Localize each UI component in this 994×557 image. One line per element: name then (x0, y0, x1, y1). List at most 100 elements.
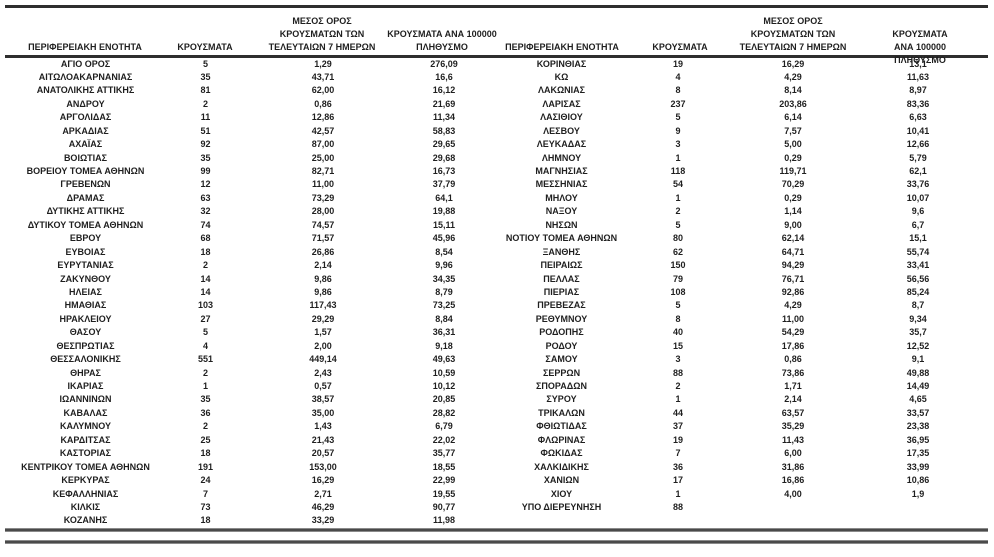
avg-7day-cell: 7,57 (784, 125, 802, 136)
table-row: ΕΒΡΟΥ 68 71,57 45,96 (8, 232, 490, 245)
region-cell: ΑΡΚΑΔΙΑΣ (62, 125, 109, 136)
region-cell: ΝΗΣΩΝ (545, 219, 578, 230)
table-row: ΠΕΛΛΑΣ 79 76,71 56,56 (503, 273, 986, 286)
avg-7day-cell: 9,86 (314, 273, 332, 284)
region-cell: ΛΑΡΙΣΑΣ (542, 98, 581, 109)
region-cell: ΕΥΡΥΤΑΝΙΑΣ (57, 260, 114, 271)
table-row: ΧΑΝΙΩΝ 17 16,86 10,86 (503, 474, 986, 487)
per-100k-cell: 33,41 (906, 260, 930, 271)
avg-7day-cell: 203,86 (779, 98, 807, 109)
avg-7day-cell: 5,00 (784, 139, 802, 150)
cases-cell: 19 (672, 58, 683, 69)
avg-7day-cell: 11,00 (781, 313, 805, 324)
avg-7day-cell: 8,14 (784, 85, 802, 96)
region-cell: ΣΑΜΟΥ (545, 354, 578, 365)
per-100k-cell: 11,63 (906, 71, 930, 82)
table-row: ΙΚΑΡΙΑΣ 1 0,57 10,12 (8, 380, 490, 393)
per-100k-cell: 34,35 (432, 273, 456, 284)
right-header-per-100k: ΚΡΟΥΣΜΑΤΑ ΑΝΑ 100000 ΠΛΗΘΥΣΜΟ (892, 29, 948, 65)
cases-cell: 40 (672, 327, 683, 338)
table-row: ΕΥΡΥΤΑΝΙΑΣ 2 2,14 9,96 (8, 259, 490, 272)
per-100k-cell: 16,12 (432, 85, 456, 96)
avg-7day-cell: 17,86 (781, 340, 805, 351)
avg-7day-cell: 76,71 (781, 273, 805, 284)
region-cell: ΛΗΜΝΟΥ (541, 152, 582, 163)
avg-7day-cell: 153,00 (309, 461, 337, 472)
per-100k-cell: 9,96 (435, 260, 453, 271)
avg-7day-cell: 0,57 (314, 381, 332, 391)
cases-cell: 7 (202, 488, 208, 499)
per-100k-cell: 73,25 (432, 300, 456, 311)
table-row: ΛΕΣΒΟΥ 9 7,57 10,41 (503, 125, 986, 138)
top-rule (5, 5, 988, 8)
cases-cell: 2 (202, 367, 208, 378)
region-cell: ΚΕΝΤΡΙΚΟΥ ΤΟΜΕΑ ΑΘΗΝΩΝ (21, 461, 150, 472)
cases-cell: 12 (200, 179, 211, 190)
per-100k-cell: 22,99 (432, 475, 456, 486)
per-100k-cell: 49,63 (432, 354, 456, 365)
per-100k-cell: 9,1 (911, 354, 925, 365)
cases-cell: 1 (675, 152, 681, 163)
region-cell: ΔΥΤΙΚΟΥ ΤΟΜΕΑ ΑΘΗΝΩΝ (27, 219, 144, 230)
region-cell: ΚΙΛΚΙΣ (70, 501, 101, 512)
per-100k-cell: 58,83 (432, 125, 456, 136)
region-cell: ΣΥΡΟΥ (546, 394, 577, 405)
right-header-region: ΠΕΡΙΦΕΡΕΙΑΚΗ ΕΝΟΤΗΤΑ (505, 42, 619, 52)
avg-7day-cell: 6,14 (784, 112, 802, 123)
region-cell: ΚΑΡΔΙΤΣΑΣ (60, 434, 111, 445)
per-100k-cell: 37,79 (432, 179, 456, 190)
avg-7day-cell: 1,57 (314, 327, 332, 338)
avg-7day-cell: 46,29 (311, 501, 335, 512)
table-row: ΚΑΒΑΛΑΣ 36 35,00 28,82 (8, 407, 490, 420)
per-100k-cell: 6,79 (435, 421, 453, 432)
region-cell: ΙΩΑΝΝΙΝΩΝ (59, 394, 112, 405)
cases-cell: 27 (200, 313, 211, 324)
table-row: ΝΑΞΟΥ 2 1,14 9,6 (503, 205, 986, 218)
avg-7day-cell: 0,29 (784, 192, 802, 203)
region-cell: ΑΙΤΩΛΟΑΚΑΡΝΑΝΙΑΣ (38, 71, 133, 82)
per-100k-cell: 64,1 (435, 192, 453, 203)
region-cell: ΘΑΣΟΥ (69, 327, 102, 338)
per-100k-cell: 16,6 (435, 71, 453, 82)
cases-cell: 5 (202, 58, 208, 69)
avg-7day-cell: 38,57 (311, 394, 335, 405)
avg-7day-cell: 1,14 (784, 206, 802, 217)
region-cell: ΛΕΥΚΑΔΑΣ (536, 139, 587, 150)
avg-7day-cell: 64,71 (781, 246, 805, 257)
region-cell: ΘΕΣΣΑΛΟΝΙΚΗΣ (50, 354, 121, 365)
table-row: ΑΝΑΤΟΛΙΚΗΣ ΑΤΤΙΚΗΣ 81 62,00 16,12 (8, 84, 490, 97)
avg-7day-cell: 35,00 (311, 407, 335, 418)
avg-7day-cell: 2,43 (314, 367, 332, 378)
table-row: ΚΑΛΥΜΝΟΥ 2 1,43 6,79 (8, 420, 490, 433)
avg-7day-cell: 449,14 (309, 354, 337, 365)
table-row: ΙΩΑΝΝΙΝΩΝ 35 38,57 20,85 (8, 393, 490, 406)
avg-7day-cell: 28,00 (311, 206, 335, 217)
avg-7day-cell: 70,29 (781, 179, 805, 190)
table-row: ΑΝΔΡΟΥ 2 0,86 21,69 (8, 98, 490, 111)
left-header-region: ΠΕΡΙΦΕΡΕΙΑΚΗ ΕΝΟΤΗΤΑ (28, 42, 142, 52)
left-cases-table: ΑΓΙΟ ΟΡΟΣ 5 1,29 276,09 ΑΙΤΩΛΟΑΚΑΡΝΑΝΙΑΣ… (8, 58, 490, 528)
table-row: ΔΡΑΜΑΣ 63 73,29 64,1 (8, 192, 490, 205)
cases-cell: 73 (200, 501, 211, 512)
per-100k-cell: 15,11 (432, 219, 456, 230)
cases-cell: 150 (670, 260, 686, 271)
region-cell: ΒΟΙΩΤΙΑΣ (63, 152, 108, 163)
region-cell: ΑΝΑΤΟΛΙΚΗΣ ΑΤΤΙΚΗΣ (36, 85, 135, 96)
avg-7day-cell: 9,86 (314, 286, 332, 297)
cases-cell: 2 (675, 381, 681, 391)
cases-cell: 8 (675, 85, 681, 96)
cases-cell: 5 (675, 219, 681, 230)
region-cell: ΚΩ (554, 71, 569, 82)
cases-cell: 4 (675, 71, 681, 82)
avg-7day-cell: 0,29 (784, 152, 802, 163)
per-100k-cell: 6,63 (909, 112, 927, 123)
per-100k-cell: 15,1 (909, 233, 927, 244)
cases-cell: 191 (197, 461, 214, 472)
avg-7day-cell: 9,00 (784, 219, 802, 230)
region-cell: ΡΟΔΟΠΗΣ (539, 327, 584, 338)
per-100k-cell: 33,99 (906, 461, 930, 472)
table-row: ΥΠΟ ΔΙΕΡΕΥΝΗΣΗ 88 (503, 501, 986, 514)
avg-7day-cell: 94,29 (781, 260, 805, 271)
region-cell: ΓΡΕΒΕΝΩΝ (60, 179, 111, 190)
table-row: ΡΟΔΟΥ 15 17,86 12,52 (503, 340, 986, 353)
